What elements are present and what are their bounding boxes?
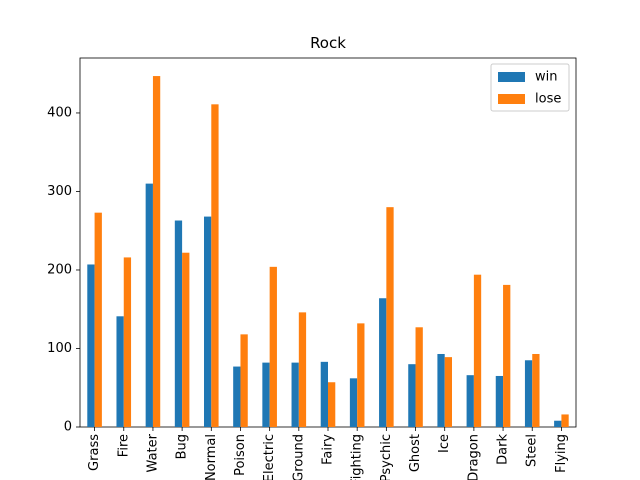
bar-lose-ground — [298, 312, 307, 427]
x-tick-label: Ground — [291, 434, 306, 480]
bar-lose-dark — [503, 284, 511, 427]
bar-win-normal — [204, 216, 212, 427]
bar-win-ice — [437, 353, 445, 427]
y-tick-label: 200 — [47, 262, 72, 277]
x-tick-label: Ice — [437, 434, 452, 453]
x-tick-label: Fire — [116, 434, 131, 457]
bar-lose-flying — [561, 414, 569, 427]
bar-lose-steel — [532, 353, 540, 427]
bar-win-bug — [174, 220, 183, 427]
x-tick-label: Dark — [496, 434, 511, 465]
bar-lose-fighting — [357, 323, 365, 427]
chart-title: Rock — [310, 34, 346, 52]
x-tick-label: Dragon — [466, 434, 481, 480]
x-tick-label: Normal — [204, 434, 219, 480]
bar-win-electric — [262, 362, 270, 427]
y-tick-label: 0 — [64, 420, 72, 435]
x-tick-label: Grass — [87, 434, 102, 471]
bar-lose-ice — [444, 357, 452, 427]
x-tick-label: Water — [145, 433, 160, 472]
bar-lose-water — [152, 76, 161, 427]
y-axis: 0 100 200 300 400 — [47, 105, 80, 435]
bar-lose-grass — [94, 212, 102, 427]
x-tick-label: Ghost — [408, 434, 423, 472]
bar-lose-poison — [240, 334, 248, 427]
bar-win-dark — [495, 375, 504, 427]
bar-win-flying — [554, 420, 562, 427]
bar-lose-ghost — [415, 327, 423, 427]
bar-win-poison — [233, 366, 241, 427]
bar-lose-fire — [123, 257, 132, 427]
bar-win-water — [145, 183, 153, 427]
legend-swatch-win — [498, 72, 525, 82]
y-tick-label: 100 — [47, 341, 72, 356]
x-tick-label: Bug — [175, 434, 190, 459]
bar-win-dragon — [466, 375, 474, 427]
bar-win-fire — [116, 316, 124, 427]
x-tick-label: Psychic — [379, 434, 394, 480]
x-tick-label: Electric — [262, 434, 277, 480]
bar-win-ground — [291, 362, 299, 427]
x-tick-label: Fighting — [350, 434, 365, 480]
x-axis: Grass Fire Water Bug Normal Poison Electric Gro… — [87, 427, 569, 480]
legend: win lose — [490, 63, 570, 112]
bar-lose-dragon — [473, 274, 482, 427]
bar-lose-electric — [269, 266, 277, 427]
x-tick-label: Fairy — [321, 434, 336, 465]
x-tick-label: Poison — [233, 434, 248, 476]
bar-win-ghost — [408, 364, 416, 427]
bar-win-steel — [524, 360, 533, 427]
bar-lose-bug — [182, 252, 190, 427]
bars-layer — [87, 76, 569, 427]
bar-win-fairy — [320, 361, 328, 427]
bar-lose-psychic — [386, 207, 394, 427]
y-tick-label: 300 — [47, 184, 72, 199]
bar-win-grass — [87, 264, 95, 427]
bar-win-psychic — [379, 298, 387, 427]
bar-lose-normal — [211, 104, 219, 427]
legend-label-lose: lose — [535, 92, 561, 107]
x-tick-label: Flying — [554, 434, 569, 473]
legend-label-win: win — [535, 70, 557, 85]
bar-win-fighting — [349, 378, 358, 427]
bar-lose-fairy — [328, 382, 336, 427]
legend-swatch-lose — [498, 94, 525, 104]
y-tick-label: 400 — [47, 105, 72, 120]
x-tick-label: Steel — [525, 434, 540, 467]
